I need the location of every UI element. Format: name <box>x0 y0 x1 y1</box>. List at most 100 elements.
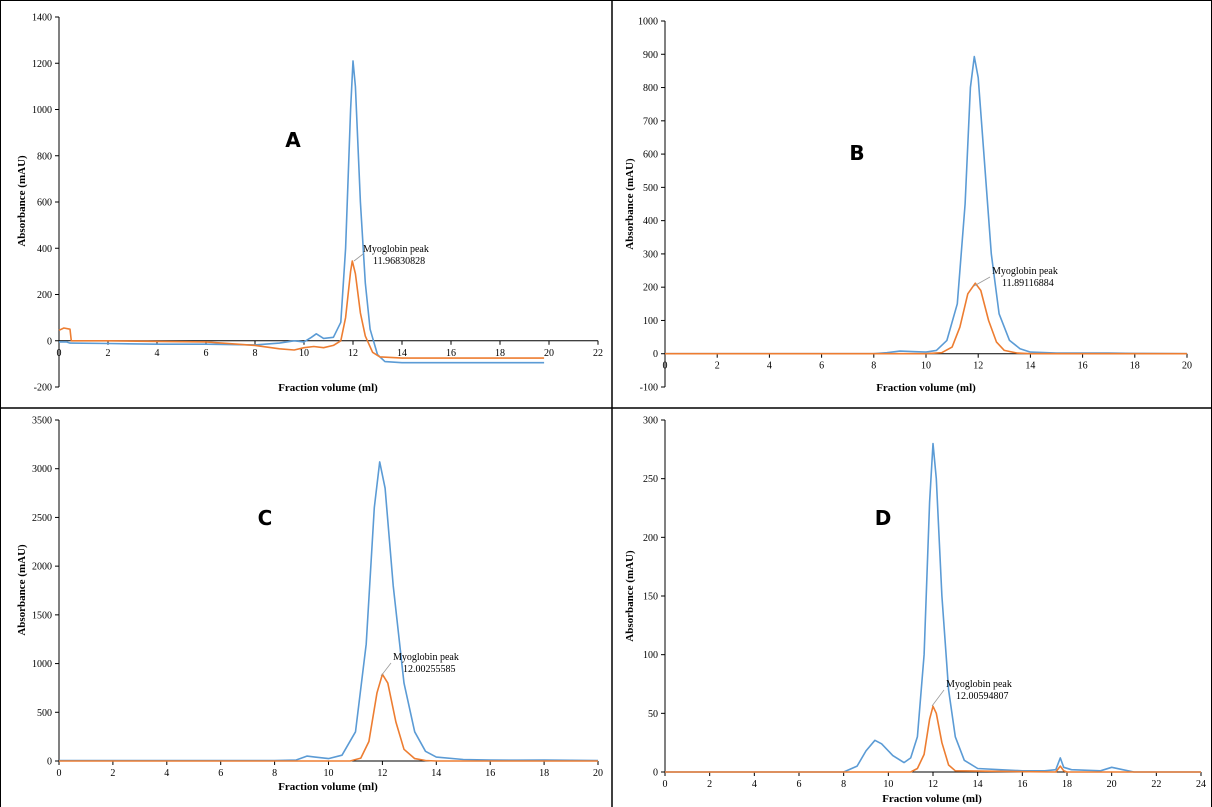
x-axis-title: Fraction volume (ml) <box>278 781 378 793</box>
series-line-orange <box>665 705 1201 773</box>
y-tick-label: 1400 <box>32 13 52 24</box>
y-tick-label: 1000 <box>32 659 52 670</box>
annotation-label: Myoglobin peak <box>992 266 1058 277</box>
x-tick-label: 0 <box>663 361 668 372</box>
x-tick-label: 2 <box>707 779 712 790</box>
x-tick-label: 10 <box>299 348 309 359</box>
y-tick-label: 500 <box>643 183 658 194</box>
x-axis-title: Fraction volume (ml) <box>882 793 982 805</box>
y-tick-label: 1500 <box>32 610 52 621</box>
y-tick-label: 2000 <box>32 562 52 573</box>
y-tick-label: 0 <box>47 757 52 768</box>
x-tick-label: 6 <box>819 361 824 372</box>
x-tick-label: 22 <box>593 348 603 359</box>
y-tick-label: 300 <box>643 249 658 260</box>
y-tick-label: 1000 <box>638 17 658 28</box>
series-line-blue <box>665 55 1188 355</box>
annotation-leader <box>973 276 991 287</box>
annotation-label: Myoglobin peak <box>363 244 429 255</box>
y-tick-label: 200 <box>643 283 658 294</box>
y-tick-label: -200 <box>34 383 52 394</box>
annotation-value: 11.89116884 <box>1002 278 1054 289</box>
series-line-blue <box>665 442 1201 773</box>
x-tick-label: 12 <box>973 361 983 372</box>
panel-label: A <box>285 128 301 152</box>
y-tick-label: 900 <box>643 50 658 61</box>
x-tick-label: 2 <box>106 348 111 359</box>
x-tick-label: 0 <box>57 768 62 779</box>
x-tick-label: 16 <box>485 768 495 779</box>
x-tick-label: 20 <box>544 348 554 359</box>
x-tick-label: 14 <box>397 348 407 359</box>
x-tick-label: 10 <box>921 361 931 372</box>
x-tick-label: 14 <box>431 768 441 779</box>
y-tick-label: 0 <box>47 336 52 347</box>
y-tick-label: -100 <box>640 383 658 394</box>
annotation-value: 12.00255585 <box>403 664 456 675</box>
x-tick-label: 16 <box>446 348 456 359</box>
y-tick-label: 300 <box>643 416 658 427</box>
x-tick-label: 2 <box>715 361 720 372</box>
chart-panel-a: -200 0 200 400 600 800 1000 1200 1400 0 2 4 6 8 10 12 14… <box>16 13 603 395</box>
annotation-value: 12.00594807 <box>956 691 1009 702</box>
x-tick-label: 24 <box>1196 779 1206 790</box>
y-tick-label: 100 <box>643 316 658 327</box>
y-tick-label: 0 <box>653 349 658 360</box>
y-tick-label: 400 <box>643 216 658 227</box>
x-tick-label: 16 <box>1017 779 1027 790</box>
y-tick-label: 150 <box>643 592 658 603</box>
y-tick-label: 2500 <box>32 513 52 524</box>
panel-label: D <box>875 506 892 530</box>
y-tick-label: 500 <box>37 708 52 719</box>
x-tick-label: 6 <box>218 768 223 779</box>
x-tick-label: 18 <box>1062 779 1072 790</box>
x-tick-label: 0 <box>663 779 668 790</box>
x-axis-title: Fraction volume (ml) <box>278 382 378 394</box>
x-tick-label: 4 <box>164 768 169 779</box>
y-tick-label: 250 <box>643 474 658 485</box>
y-axis-title: Absorbance (mAU) <box>16 544 28 636</box>
chart-panel-c: 0 500 1000 1500 2000 2500 3000 3500 0 2 4 6 8 10 12 14 1… <box>16 416 603 794</box>
x-tick-label: 4 <box>767 361 772 372</box>
x-axis-title: Fraction volume (ml) <box>876 382 976 394</box>
x-tick-label: 12 <box>928 779 938 790</box>
y-tick-label: 3000 <box>32 464 52 475</box>
x-tick-label: 10 <box>883 779 893 790</box>
y-tick-label: 1200 <box>32 59 52 70</box>
y-tick-label: 800 <box>643 83 658 94</box>
x-tick-label: 4 <box>752 779 757 790</box>
series-line-blue <box>59 60 545 364</box>
y-axis-title: Absorbance (mAU) <box>16 155 28 247</box>
annotation-label: Myoglobin peak <box>393 652 459 663</box>
x-tick-label: 20 <box>593 768 603 779</box>
y-tick-label: 100 <box>643 650 658 661</box>
x-tick-label: 16 <box>1078 361 1088 372</box>
y-tick-label: 600 <box>643 150 658 161</box>
panel-label: B <box>849 141 864 165</box>
x-tick-label: 8 <box>841 779 846 790</box>
x-tick-label: 6 <box>204 348 209 359</box>
y-tick-label: 400 <box>37 244 52 255</box>
x-tick-label: 18 <box>539 768 549 779</box>
y-tick-label: 3500 <box>32 416 52 427</box>
series-line-orange <box>59 673 598 762</box>
y-tick-label: 600 <box>37 198 52 209</box>
annotation-leader <box>353 253 364 262</box>
x-tick-label: 10 <box>324 768 334 779</box>
series-line-orange <box>58 260 545 359</box>
x-tick-label: 0 <box>57 348 62 359</box>
y-axis-title: Absorbance (mAU) <box>624 158 636 250</box>
x-tick-label: 12 <box>377 768 387 779</box>
y-tick-label: 0 <box>653 768 658 779</box>
x-tick-label: 8 <box>253 348 258 359</box>
y-tick-label: 200 <box>37 290 52 301</box>
annotation-value: 11.96830828 <box>373 256 425 267</box>
y-tick-label: 200 <box>643 533 658 544</box>
y-tick-label: 800 <box>37 151 52 162</box>
x-tick-label: 8 <box>871 361 876 372</box>
x-tick-label: 14 <box>1025 361 1035 372</box>
y-tick-label: 700 <box>643 116 658 127</box>
y-axis-title: Absorbance (mAU) <box>624 550 636 642</box>
x-tick-label: 22 <box>1151 779 1161 790</box>
